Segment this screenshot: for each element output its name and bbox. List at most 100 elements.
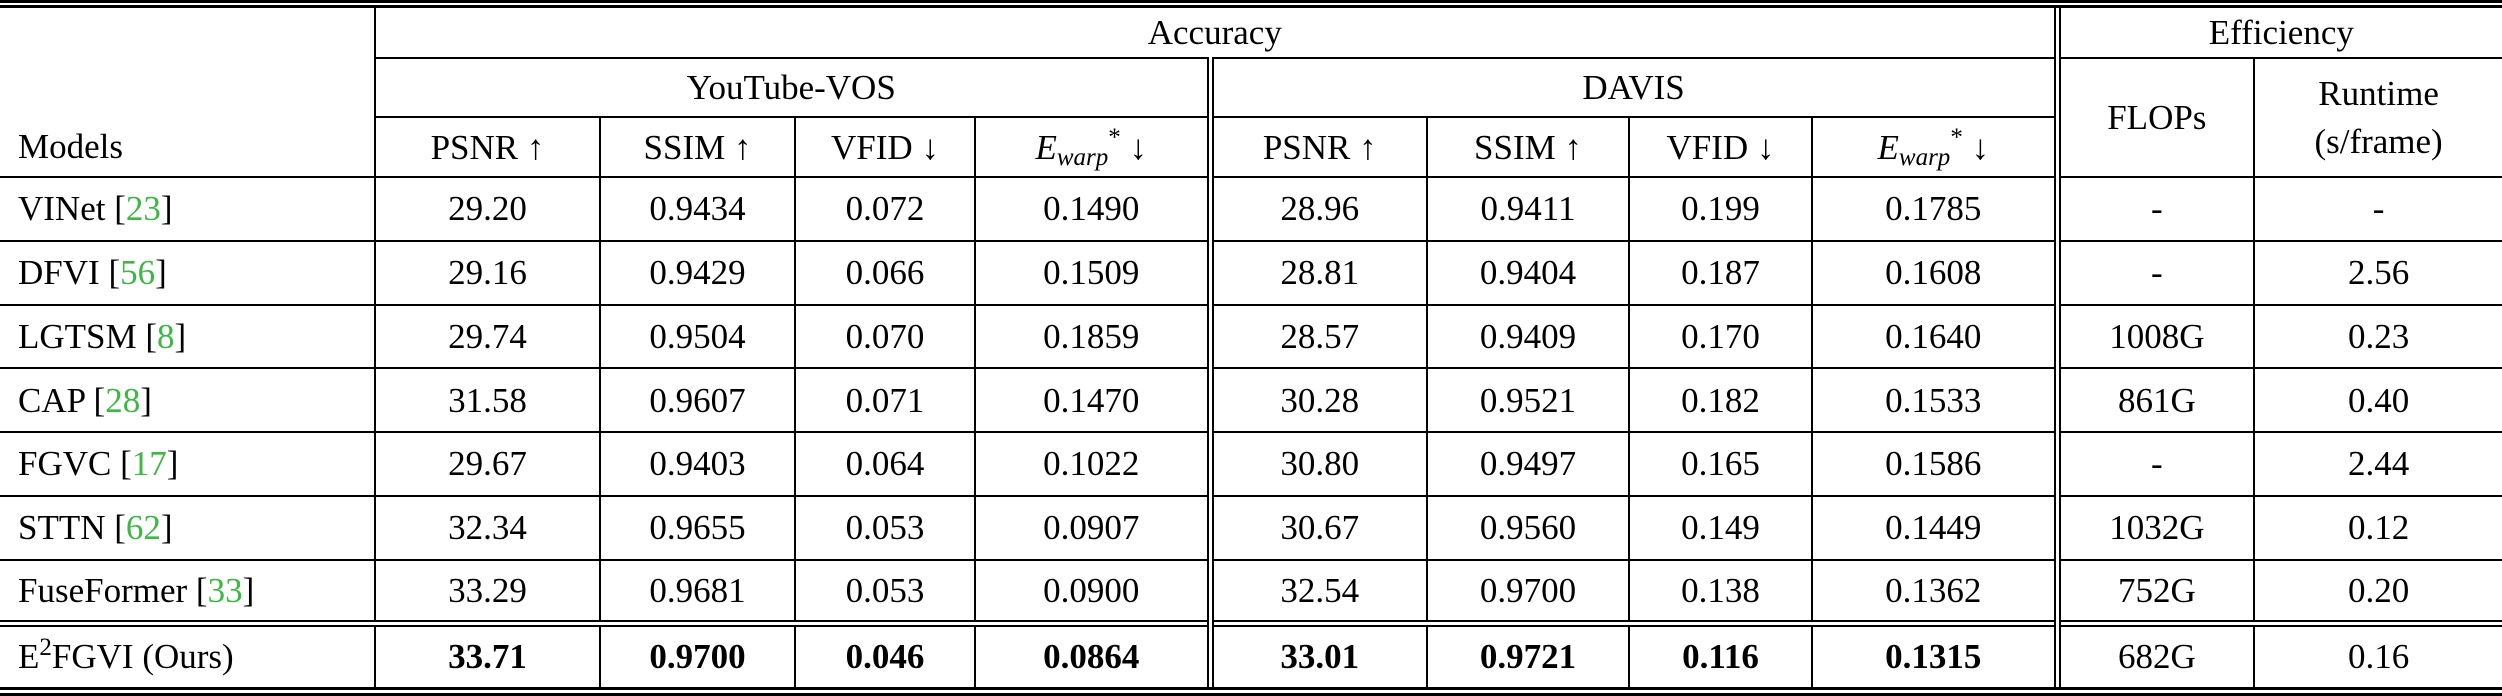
runtime-label-line1: Runtime [2318,74,2439,114]
davis-ssim-value: 0.9560 [1426,495,1629,561]
table-row-vinet: VINet [23] 29.20 0.9434 0.072 0.1490 28.… [0,177,2502,242]
runtime-value: 0.16 [2253,619,2502,696]
yt-ssim-value: 0.9607 [599,368,795,434]
runtime-value: 0.23 [2253,304,2502,370]
citation: [56] [108,253,167,293]
table-row-dfvi: DFVI [56] 29.16 0.9429 0.066 0.1509 28.8… [0,240,2502,306]
flops-value: 1008G [2053,304,2255,370]
davis-psnr-value: 30.28 [1206,368,1427,434]
yt-psnr-value: 29.16 [374,240,600,306]
yt-ewarp-value: 0.0900 [974,559,1210,625]
davis-vfid-value: 0.170 [1628,304,1812,370]
davis-vfid-value: 0.138 [1628,559,1812,625]
table-row-ours: E2FGVI (Ours) 33.71 0.9700 0.046 0.0864 … [0,619,2502,696]
davis-ewarp-value: 0.1533 [1810,368,2058,434]
yt-ssim-value: 0.9504 [599,304,795,370]
up-arrow-icon: ↑ [526,127,545,167]
davis-ewarp-value: 0.1586 [1810,432,2058,497]
col-header-davis-vfid: VFID ↓ [1628,117,1812,178]
yt-psnr-value: 31.58 [374,368,600,434]
yt-vfid-value: 0.064 [794,432,975,497]
davis-vfid-value: 0.187 [1628,240,1812,306]
models-column-header: Models [0,0,375,178]
yt-vfid-value: 0.070 [794,304,975,370]
davis-vfid-value: 0.149 [1628,495,1812,561]
davis-ewarp-value: 0.1640 [1810,304,2058,370]
col-header-yt-ewarp: Ewarp* ↓ [974,117,1210,178]
citation: [28] [93,380,152,420]
down-arrow-icon: ↓ [1756,127,1775,167]
yt-ewarp-value: 0.1490 [974,177,1210,242]
yt-ssim-value: 0.9681 [599,559,795,625]
davis-ewarp-value: 0.1785 [1810,177,2058,242]
citation-number[interactable]: 28 [105,380,141,420]
davis-ssim-value: 0.9721 [1426,619,1629,696]
down-arrow-icon: ↓ [921,127,939,167]
table-row-lgtsm: LGTSM [8] 29.74 0.9504 0.070 0.1859 28.5… [0,304,2502,370]
yt-ssim-value: 0.9700 [599,619,795,696]
citation-number[interactable]: 56 [120,253,156,293]
davis-group-header: DAVIS [1206,58,2058,118]
down-arrow-icon: ↓ [1971,127,1990,167]
yt-ewarp-value: 0.1470 [974,368,1210,434]
davis-vfid-value: 0.199 [1628,177,1812,242]
davis-psnr-value: 30.80 [1206,432,1427,497]
davis-psnr-value: 28.57 [1206,304,1427,370]
model-cell: FuseFormer [33] [0,559,375,625]
yt-ssim-value: 0.9434 [599,177,795,242]
flops-value: 682G [2053,619,2255,696]
flops-value: - [2053,432,2255,497]
davis-vfid-value: 0.182 [1628,368,1812,434]
citation-number[interactable]: 17 [131,444,167,484]
col-header-davis-ewarp: Ewarp* ↓ [1810,117,2058,178]
table-row-sttn: STTN [62] 32.34 0.9655 0.053 0.0907 30.6… [0,495,2502,561]
yt-vfid-value: 0.072 [794,177,975,242]
davis-ewarp-value: 0.1449 [1810,495,2058,561]
citation: [23] [114,189,173,229]
table-row-fuseformer: FuseFormer [33] 33.29 0.9681 0.053 0.090… [0,559,2502,625]
citation-number[interactable]: 62 [125,508,161,548]
yt-ssim-value: 0.9655 [599,495,795,561]
davis-ssim-value: 0.9411 [1426,177,1629,242]
citation: [17] [120,444,179,484]
citation: [33] [195,570,255,610]
davis-psnr-value: 28.81 [1206,240,1427,306]
model-superscript: 2 [39,633,52,661]
davis-ssim-value: 0.9409 [1426,304,1629,370]
model-cell: LGTSM [8] [0,304,375,370]
col-header-davis-psnr: PSNR ↑ [1206,117,1427,178]
citation-number[interactable]: 8 [157,316,175,356]
model-cell: E2FGVI (Ours) [0,619,375,696]
yt-psnr-value: 29.74 [374,304,600,370]
davis-psnr-value: 33.01 [1206,619,1427,696]
table-row-cap: CAP [28] 31.58 0.9607 0.071 0.1470 30.28… [0,368,2502,434]
yt-psnr-value: 33.71 [374,619,600,696]
runtime-value: 2.44 [2253,432,2502,497]
yt-ewarp-value: 0.0907 [974,495,1210,561]
col-header-davis-ssim: SSIM ↑ [1426,117,1629,178]
yt-ssim-value: 0.9403 [599,432,795,497]
citation: [8] [145,316,187,356]
model-cell: STTN [62] [0,495,375,561]
flops-value: 752G [2053,559,2255,625]
davis-ewarp-value: 0.1362 [1810,559,2058,625]
accuracy-group-header: Accuracy [373,0,2058,59]
runtime-label-line2: (s/frame) [2314,121,2443,161]
davis-vfid-value: 0.165 [1628,432,1812,497]
citation-number[interactable]: 23 [125,189,161,229]
citation-number[interactable]: 33 [207,570,243,610]
davis-vfid-value: 0.116 [1628,619,1812,696]
model-cell: VINet [23] [0,177,375,242]
yt-ssim-value: 0.9429 [599,240,795,306]
flops-value: - [2053,177,2255,242]
davis-psnr-value: 32.54 [1206,559,1427,625]
yt-vfid-value: 0.071 [794,368,975,434]
yt-ewarp-value: 0.1859 [974,304,1210,370]
yt-psnr-value: 33.29 [374,559,600,625]
davis-ewarp-value: 0.1608 [1810,240,2058,306]
down-arrow-icon: ↓ [1129,127,1148,167]
yt-vfid-value: 0.046 [794,619,975,696]
runtime-value: 2.56 [2253,240,2502,306]
youtube-vos-group-header: YouTube-VOS [374,58,1210,118]
